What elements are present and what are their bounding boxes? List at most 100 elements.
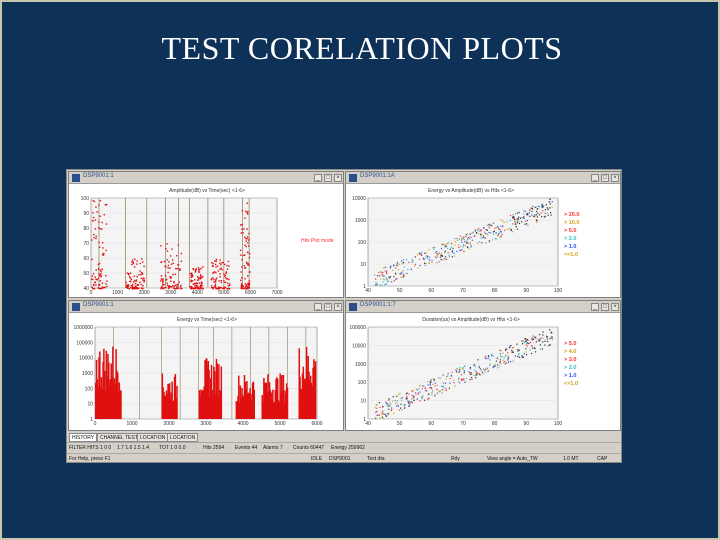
data-point xyxy=(492,231,494,233)
data-point xyxy=(125,286,128,289)
data-point xyxy=(229,283,231,285)
close-icon[interactable]: × xyxy=(334,303,342,311)
data-point xyxy=(101,241,104,244)
data-point xyxy=(485,356,487,358)
app-icon xyxy=(349,303,357,311)
data-point xyxy=(239,224,242,226)
data-point xyxy=(97,287,99,289)
energy-bar xyxy=(286,387,289,419)
data-point xyxy=(195,269,197,271)
data-point xyxy=(430,387,432,389)
window-titlebar[interactable]: DSP9001:1 _ □ × xyxy=(69,301,343,313)
energy-bar xyxy=(274,390,277,419)
data-point xyxy=(437,377,440,379)
plot-window-energy-time[interactable]: DSP9001:1 _ □ × Energy vs Time(sec) <1-6… xyxy=(68,300,344,431)
maximize-icon[interactable]: □ xyxy=(324,303,332,311)
y-tick-label: 1 xyxy=(363,284,366,290)
data-point xyxy=(382,405,384,408)
data-point xyxy=(494,363,496,365)
data-point xyxy=(436,392,438,394)
y-tick-label: 1000 xyxy=(355,362,366,368)
data-point xyxy=(212,262,214,265)
minimize-icon[interactable]: _ xyxy=(591,303,599,311)
data-point xyxy=(488,241,490,243)
maximize-icon[interactable]: □ xyxy=(324,174,332,182)
data-point xyxy=(451,251,453,253)
data-point xyxy=(517,219,519,221)
data-point xyxy=(385,277,387,279)
data-point xyxy=(542,337,544,339)
data-point xyxy=(543,216,545,218)
data-point xyxy=(246,211,248,214)
tab-location-2[interactable]: LOCATION xyxy=(167,433,199,442)
plot-window-duration-amplitude[interactable]: DSP9001:1:7 _ □ × Duration(us) vs Amplit… xyxy=(345,300,621,431)
data-point xyxy=(500,355,502,357)
data-point xyxy=(493,233,495,235)
data-point xyxy=(523,342,525,344)
minimize-icon[interactable]: _ xyxy=(591,174,599,182)
data-point xyxy=(436,254,438,257)
data-point xyxy=(402,262,405,264)
window-titlebar[interactable]: DSP9001:1 _ □ × xyxy=(69,172,343,184)
close-icon[interactable]: × xyxy=(611,303,619,311)
data-point xyxy=(101,268,103,270)
app-icon xyxy=(349,174,357,182)
tab-channel-test[interactable]: CHANNEL TEST xyxy=(97,433,141,442)
maximize-icon[interactable]: □ xyxy=(601,303,609,311)
plot-window-amplitude-time[interactable]: DSP9001:1 _ □ × Amplitude(dB) vs Time(se… xyxy=(68,171,344,298)
tab-history[interactable]: HISTORY xyxy=(69,433,98,442)
data-point xyxy=(132,261,135,263)
data-point xyxy=(248,256,251,259)
x-tick-label: 70 xyxy=(460,288,466,294)
energy-bar xyxy=(111,376,113,419)
data-point xyxy=(167,264,170,267)
data-point xyxy=(219,273,221,275)
data-point xyxy=(544,340,546,342)
window-titlebar[interactable]: DSP9001:1:7 _ □ × xyxy=(346,301,620,313)
data-point xyxy=(165,287,167,289)
window-titlebar[interactable]: DSP9001:1A _ □ × xyxy=(346,172,620,184)
data-point xyxy=(213,271,215,274)
tab-location-1[interactable]: LOCATION xyxy=(137,433,169,442)
status-file: Test dta xyxy=(367,456,385,462)
data-point xyxy=(504,363,506,365)
legend-entry: > 20.0 xyxy=(564,212,579,218)
data-point xyxy=(400,407,402,409)
data-point xyxy=(407,400,409,402)
plot-window-energy-amplitude[interactable]: DSP9001:1A _ □ × Energy vs Amplitude(dB)… xyxy=(345,171,621,298)
data-point xyxy=(411,402,413,404)
energy-bar xyxy=(272,389,274,419)
energy-bar xyxy=(272,402,275,419)
data-point xyxy=(402,270,404,272)
data-point xyxy=(138,273,140,276)
data-point xyxy=(477,359,479,361)
data-point xyxy=(176,287,178,290)
minimize-icon[interactable]: _ xyxy=(314,174,322,182)
data-point xyxy=(93,284,95,287)
data-point xyxy=(401,263,403,265)
data-point xyxy=(473,363,476,365)
data-point xyxy=(210,285,213,287)
x-tick-label: 4000 xyxy=(192,290,203,296)
data-point xyxy=(532,338,535,340)
data-point xyxy=(166,243,168,245)
energy-bar xyxy=(205,358,208,419)
data-point xyxy=(482,368,485,370)
energy-bar xyxy=(283,402,285,419)
minimize-icon[interactable]: _ xyxy=(314,303,322,311)
close-icon[interactable]: × xyxy=(334,174,342,182)
data-point xyxy=(247,242,249,244)
energy-bar xyxy=(202,389,205,419)
data-point xyxy=(517,348,519,351)
data-point xyxy=(526,223,528,225)
energy-bar xyxy=(164,395,167,419)
data-point xyxy=(471,239,473,241)
data-point xyxy=(181,287,183,290)
data-point xyxy=(496,225,499,228)
data-point xyxy=(462,238,465,240)
close-icon[interactable]: × xyxy=(611,174,619,182)
data-point xyxy=(191,275,194,278)
data-point xyxy=(125,281,127,284)
maximize-icon[interactable]: □ xyxy=(601,174,609,182)
data-point xyxy=(397,405,399,407)
